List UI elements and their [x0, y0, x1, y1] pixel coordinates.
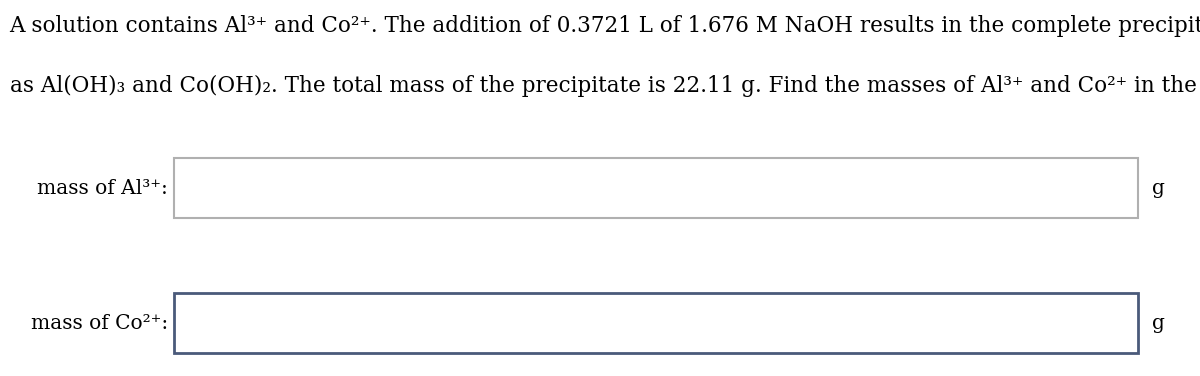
Bar — [174, 293, 1138, 353]
Text: as Al(OH)₃ and Co(OH)₂. The total mass of the precipitate is 22.11 g. Find the m: as Al(OH)₃ and Co(OH)₂. The total mass o… — [10, 75, 1200, 97]
Text: g: g — [1152, 314, 1165, 333]
Text: mass of Al³⁺:: mass of Al³⁺: — [37, 179, 168, 197]
Bar — [174, 158, 1138, 218]
Text: A solution contains Al³⁺ and Co²⁺. The addition of 0.3721 L of 1.676 M NaOH resu: A solution contains Al³⁺ and Co²⁺. The a… — [10, 15, 1200, 37]
Text: mass of Co²⁺:: mass of Co²⁺: — [31, 314, 168, 333]
Text: g: g — [1152, 179, 1165, 197]
